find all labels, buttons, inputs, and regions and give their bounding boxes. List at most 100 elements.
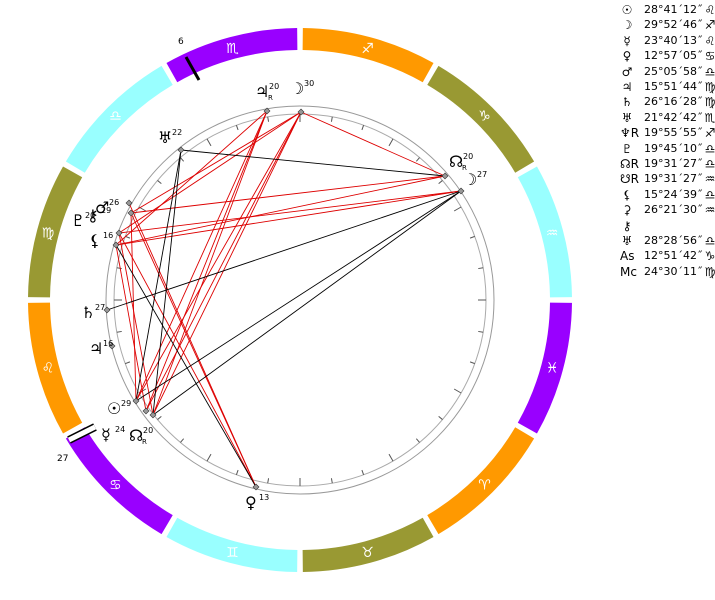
aspect-line-red xyxy=(135,110,268,402)
planet-degree-jupiter-r: 20 xyxy=(269,82,279,91)
legend-planet-glyph: ⚳ xyxy=(622,203,632,218)
sign-segment-pisces xyxy=(517,302,572,434)
planet-degree-node-r: 20 xyxy=(463,152,473,161)
sign-segment-gemini xyxy=(166,517,298,572)
sign-glyph-sagittarius: ♐ xyxy=(361,41,374,57)
degree-tick xyxy=(478,267,484,270)
aspect-line-red xyxy=(115,190,462,246)
planet-point-jupr xyxy=(263,107,271,115)
legend-planet-glyph: As xyxy=(620,249,635,264)
aspect-line-red xyxy=(130,212,137,402)
legend-position: 25°05´58˝ xyxy=(644,64,703,78)
sign-glyph-cancer: ♋ xyxy=(109,478,122,494)
aspect-line-black xyxy=(152,149,182,416)
legend-position: 26°21´30˝ xyxy=(644,203,703,217)
planet-glyph-venus: ♀ xyxy=(245,493,257,512)
mc-label: 6 xyxy=(178,37,184,47)
sign-segment-cancer xyxy=(65,427,173,535)
planet-glyph-lilith: ⚸ xyxy=(89,231,101,250)
sign-glyph-leo: ♌ xyxy=(42,361,55,377)
degree-tick xyxy=(438,415,443,420)
aspect-line-black xyxy=(115,244,257,488)
legend-sign-glyph: ♍ xyxy=(704,264,715,279)
aspect-line-black xyxy=(135,149,182,402)
legend-sign-glyph: ♒ xyxy=(704,172,715,187)
natal-chart-wheel: ♐♑♒♓♈♉♊♋♌♍♎♏ 6 27 ♃ 20R ☽ 30♅ 22☊ 20R☽ 27⚷ 29♂ 2… xyxy=(28,28,572,572)
planet-point-nodr xyxy=(441,172,449,180)
planet-degree-uranus: 22 xyxy=(172,128,182,137)
legend-planet-glyph: ⚸ xyxy=(622,187,632,202)
planet-point-ven xyxy=(252,483,260,491)
aspect-line-red xyxy=(300,111,446,177)
degree-tick xyxy=(157,415,162,420)
legend-position: 12°51´42˝ xyxy=(644,249,703,263)
planet-glyph-mercury: ☿ xyxy=(101,425,111,444)
retrograde-mark-jupiter-r: R xyxy=(268,94,273,102)
aspect-line-red xyxy=(152,110,268,416)
degree-tick xyxy=(267,478,270,484)
planet-point-lil xyxy=(112,241,120,249)
sign-glyph-taurus: ♉ xyxy=(361,545,374,561)
aspect-line-red xyxy=(115,244,147,412)
sign-glyph-capricorn: ♑ xyxy=(478,108,491,124)
legend-position: 28°28´56˝ xyxy=(644,234,703,247)
degree-tick xyxy=(125,361,131,365)
legend-planet-glyph: Mc xyxy=(620,264,637,279)
legend-planet-glyph: ♃ xyxy=(621,80,633,94)
degree-tick xyxy=(267,116,270,122)
legend-sign-glyph: ♌ xyxy=(704,3,715,17)
sign-glyph-aquarius: ♒ xyxy=(546,225,559,241)
aspect-line-red xyxy=(115,175,446,246)
degree-tick xyxy=(206,138,212,147)
legend-position: 24°30´11˝ xyxy=(644,264,703,278)
planet-glyph-moon-top: ☽ xyxy=(463,170,477,189)
legend-planet-glyph: ☋R xyxy=(620,172,639,187)
sign-segment-aries xyxy=(427,427,535,535)
degree-tick xyxy=(330,116,333,122)
legend-sign-glyph: ♐ xyxy=(704,126,715,141)
degree-tick xyxy=(180,157,185,162)
legend-position: 21°42´42˝ xyxy=(644,110,703,124)
legend-planet-glyph: ♂ xyxy=(621,64,633,79)
legend-position: 28°41´12˝ xyxy=(644,3,703,16)
planet-point-nod xyxy=(149,411,157,419)
planet-glyph-jupiter: ♃ xyxy=(89,339,103,358)
aspect-line-red xyxy=(130,212,257,488)
legend-sign-glyph: ♏ xyxy=(704,110,715,125)
legend-planet-glyph: ☉ xyxy=(621,3,633,17)
planet-glyph-moon: ☽ xyxy=(290,79,304,98)
legend-planet-glyph: ♅ xyxy=(621,234,633,248)
sign-segment-leo xyxy=(28,302,83,434)
sign-segment-scorpio xyxy=(166,28,298,83)
aspect-line-red xyxy=(118,111,302,234)
planet-point-plu xyxy=(115,229,123,237)
planet-degree-node: 20 xyxy=(143,426,153,435)
aspect-line-red xyxy=(130,175,446,214)
sign-segment-libra xyxy=(65,65,173,173)
planet-point-sat xyxy=(103,306,111,314)
legend-position: 23°40´13˝ xyxy=(644,33,703,47)
sign-glyph-libra: ♎ xyxy=(109,108,122,124)
degree-tick xyxy=(453,206,462,212)
legend-planet-glyph: ☿ xyxy=(623,33,631,48)
degree-tick xyxy=(388,453,394,462)
aspect-line-red xyxy=(118,232,154,416)
sign-glyph-pisces: ♓ xyxy=(546,361,559,377)
planet-point-sun xyxy=(132,397,140,405)
planet-labels: ♃ 20R ☽ 30♅ 22☊ 20R☽ 27⚷ 29♂ 26♇ 20⚸ 16♄ 27♃ 16☉ 29☿ 2… xyxy=(71,79,487,512)
sign-glyph-virgo: ♍ xyxy=(42,225,55,241)
degree-tick xyxy=(330,478,333,484)
sign-segment-sagittarius xyxy=(302,28,434,83)
degree-tick xyxy=(438,180,443,185)
degree-tick xyxy=(361,469,365,475)
planet-points xyxy=(103,107,465,491)
planet-glyph-pluto: ♇ xyxy=(71,211,85,230)
planet-glyph-mars: ♂ xyxy=(95,198,109,217)
legend-position: 26°16´28˝ xyxy=(644,95,703,109)
planet-glyph-jupiter-r: ♃ xyxy=(255,82,269,101)
asc-label: 27 xyxy=(57,454,68,464)
legend-planet-glyph: ♇ xyxy=(621,141,633,156)
planet-degree-saturn: 27 xyxy=(95,303,105,312)
legend-planet-glyph: ♅ xyxy=(621,110,633,125)
aspect-line-red xyxy=(152,111,302,416)
